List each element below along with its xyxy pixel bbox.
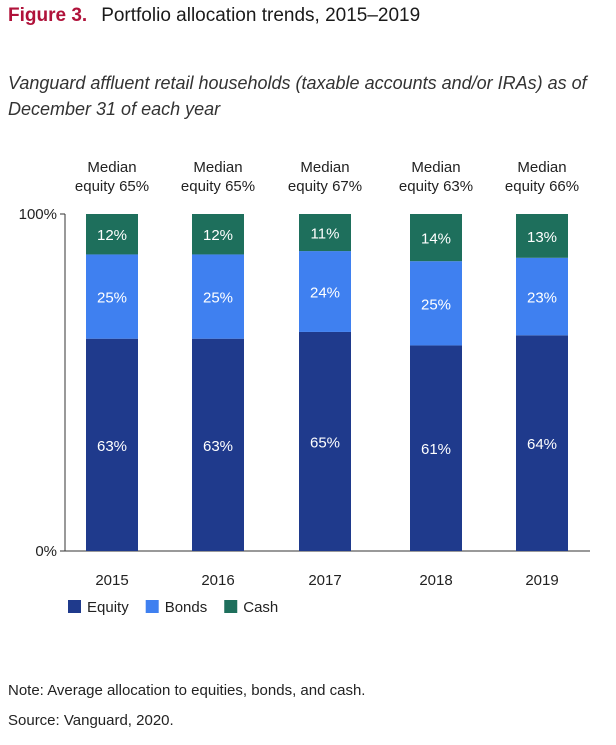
bar-segment-cash	[299, 214, 351, 252]
stacked-bar-chart: 100% 0% 63% 25% 12% Median equity 65% 2015 63% 25…	[19, 159, 590, 616]
median-annotation-line2: equity 65%	[181, 178, 255, 195]
chart-source: Source: Vanguard, 2020.	[8, 712, 174, 729]
bar-segment-equity	[299, 331, 351, 551]
data-label-cash: 13%	[527, 229, 557, 246]
data-label-equity: 65%	[310, 434, 340, 451]
median-annotation-line2: equity 63%	[399, 178, 473, 195]
median-annotation-line2: equity 66%	[505, 178, 579, 195]
bar-segment-bonds	[410, 261, 462, 346]
legend-swatch-equity	[68, 600, 81, 613]
figure-title-text: Portfolio allocation trends, 2015–2019	[101, 5, 421, 26]
bar-segment-bonds	[299, 251, 351, 332]
legend-swatch-bonds	[145, 600, 159, 613]
x-tick-label: 2016	[201, 572, 234, 589]
data-label-cash: 14%	[421, 231, 451, 248]
legend-label-equity: Equity	[87, 599, 129, 616]
x-tick-label: 2018	[419, 572, 452, 589]
bar-segment-bonds	[516, 257, 568, 336]
median-annotation-line2: equity 67%	[288, 178, 362, 195]
bar-segment-cash	[192, 214, 244, 255]
median-annotation-line1: Median	[300, 159, 349, 176]
data-label-cash: 12%	[97, 227, 127, 244]
median-annotation-line1: Median	[193, 159, 242, 176]
data-label-equity: 64%	[527, 436, 557, 453]
figure-number: Figure 3.	[8, 5, 88, 26]
bar-segment-equity	[516, 335, 568, 551]
data-label-bonds: 24%	[310, 285, 340, 302]
bar-segment-cash	[516, 214, 568, 258]
data-label-bonds: 23%	[527, 290, 557, 307]
bar-segment-cash	[86, 214, 138, 255]
bar-segment-cash	[410, 214, 462, 262]
bar-segment-equity	[192, 338, 244, 551]
median-annotation-line1: Median	[411, 159, 460, 176]
median-annotation-line2: equity 65%	[75, 178, 149, 195]
median-annotation-line1: Median	[517, 159, 566, 176]
data-label-bonds: 25%	[203, 290, 233, 307]
x-tick-label: 2015	[95, 572, 128, 589]
x-tick-label: 2017	[308, 572, 341, 589]
data-label-equity: 61%	[421, 441, 451, 458]
y-tick-label: 100%	[19, 206, 57, 223]
data-label-equity: 63%	[97, 438, 127, 455]
chart-note: Note: Average allocation to equities, bo…	[8, 682, 366, 699]
bar-segment-bonds	[192, 254, 244, 339]
bar-segment-bonds	[86, 254, 138, 339]
data-label-cash: 11%	[311, 226, 340, 243]
x-tick-label: 2019	[525, 572, 558, 589]
legend-label-cash: Cash	[243, 599, 278, 616]
legend-swatch-cash	[224, 600, 238, 613]
y-tick-label: 0%	[35, 543, 57, 560]
data-label-bonds: 25%	[97, 290, 127, 307]
bar-segment-equity	[86, 338, 138, 551]
figure-subtitle: Vanguard affluent retail households (tax…	[8, 73, 587, 119]
legend-label-bonds: Bonds	[165, 599, 208, 616]
bar-segment-equity	[410, 345, 462, 551]
data-label-bonds: 25%	[421, 296, 451, 313]
data-label-equity: 63%	[203, 438, 233, 455]
median-annotation-line1: Median	[87, 159, 136, 176]
data-label-cash: 12%	[203, 227, 233, 244]
figure-title: Figure 3. Portfolio allocation trends, 20…	[8, 5, 420, 27]
